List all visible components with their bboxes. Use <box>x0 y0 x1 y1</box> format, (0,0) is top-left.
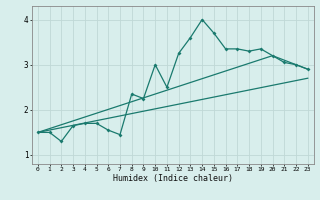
X-axis label: Humidex (Indice chaleur): Humidex (Indice chaleur) <box>113 174 233 183</box>
